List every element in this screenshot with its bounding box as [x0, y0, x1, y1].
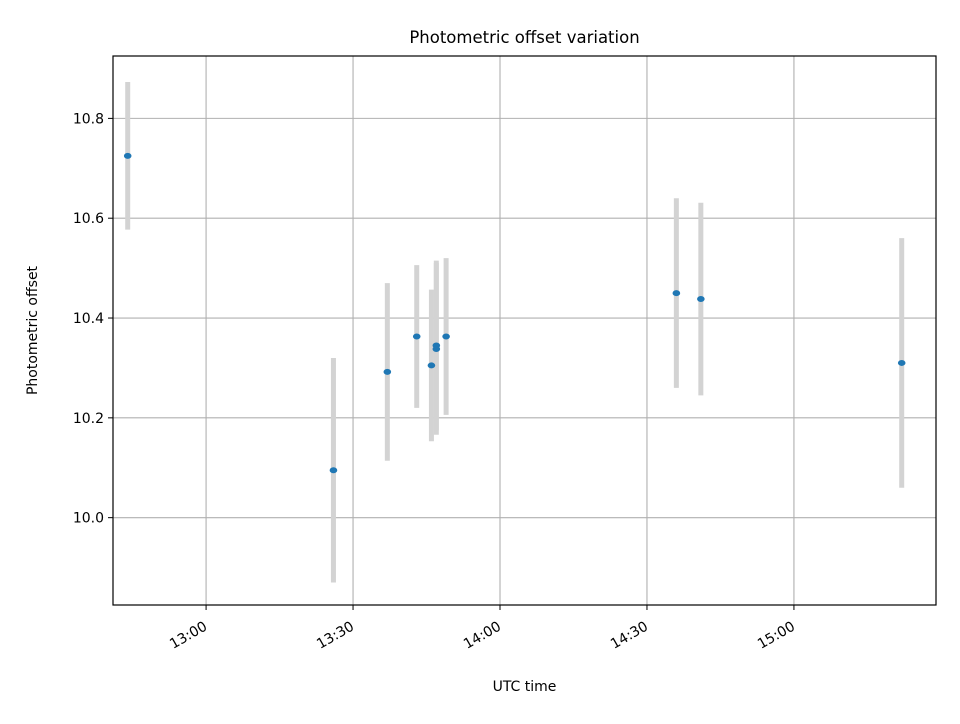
- data-point: [329, 467, 338, 474]
- data-point: [672, 290, 681, 297]
- data-point: [123, 152, 132, 159]
- data-point: [897, 359, 906, 366]
- y-tick-label: 10.2: [73, 411, 104, 427]
- x-axis-label: UTC time: [493, 679, 557, 695]
- grid: [113, 56, 936, 605]
- data-point: [412, 333, 421, 340]
- data-point: [427, 362, 436, 369]
- y-tick-label: 10.6: [73, 211, 104, 227]
- data-point: [383, 368, 392, 375]
- y-tick-label: 10.4: [73, 311, 104, 327]
- y-tick-label: 10.8: [73, 111, 104, 127]
- data-point: [442, 333, 450, 340]
- data-point: [432, 345, 441, 352]
- y-axis-ticks: 10.0 10.2 10.4 10.6 10.8: [73, 111, 113, 527]
- chart-title: Photometric offset variation: [409, 28, 639, 47]
- data-point: [697, 296, 705, 303]
- y-tick-label: 10.0: [73, 511, 104, 527]
- y-axis-label: Photometric offset: [25, 265, 41, 395]
- plot-frame: [112, 55, 937, 606]
- data-points: [123, 152, 906, 474]
